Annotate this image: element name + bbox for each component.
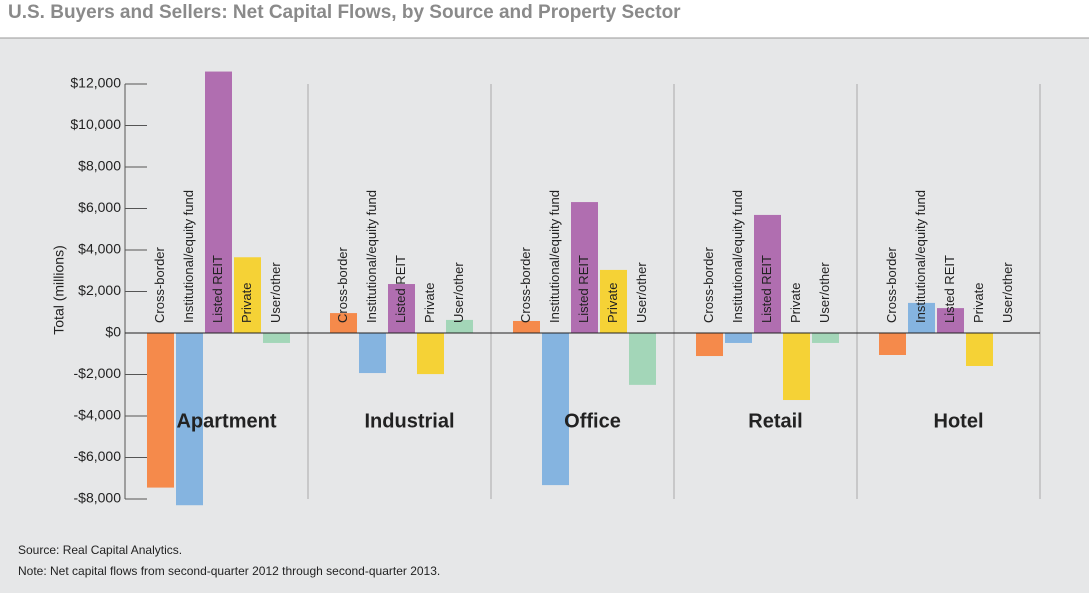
y-tick-label: $8,000 <box>78 158 121 174</box>
bar-label: Listed REIT <box>210 255 225 323</box>
bar <box>263 333 290 343</box>
bar <box>176 333 203 506</box>
bar-label: Private <box>239 283 254 323</box>
bar <box>725 333 752 343</box>
bar <box>754 214 781 333</box>
bar <box>359 333 386 374</box>
bar <box>879 333 906 355</box>
y-axis-label: Total (millions) <box>51 245 67 334</box>
bar <box>234 257 261 333</box>
category-label: Retail <box>748 410 802 432</box>
category-label: Hotel <box>934 410 984 432</box>
source-note: Source: Real Capital Analytics. <box>18 543 182 557</box>
bar <box>330 313 357 333</box>
bar-label: Listed REIT <box>942 255 957 323</box>
bar <box>147 333 174 488</box>
bar-label: Private <box>971 283 986 323</box>
bar-label: Institutional/equity fund <box>730 190 745 323</box>
bar-label: Listed REIT <box>393 255 408 323</box>
bar <box>417 333 444 375</box>
y-tick-label: $0 <box>105 324 121 340</box>
bar-label: Listed REIT <box>576 255 591 323</box>
bar <box>571 202 598 333</box>
bar-label: Institutional/equity fund <box>364 190 379 323</box>
bar <box>908 302 935 333</box>
bar-label: User/other <box>634 262 649 323</box>
y-tick-label: -$4,000 <box>74 407 122 423</box>
bar-label: User/other <box>268 262 283 323</box>
bar-label: Private <box>422 283 437 323</box>
bar-label: Cross-border <box>701 246 716 323</box>
bar <box>446 319 473 333</box>
y-tick-label: $12,000 <box>70 75 121 91</box>
bar <box>205 71 232 334</box>
note: Note: Net capital flows from second-quar… <box>18 564 440 578</box>
bar <box>542 333 569 486</box>
bar-label: Cross-border <box>884 246 899 323</box>
bar-label: User/other <box>817 262 832 323</box>
bar <box>966 333 993 366</box>
bar <box>600 269 627 333</box>
bar-label: Private <box>605 283 620 323</box>
bar-label: Institutional/equity fund <box>547 190 562 323</box>
y-tick-label: $4,000 <box>78 241 121 257</box>
y-tick-label: $10,000 <box>70 116 121 132</box>
bar-label: User/other <box>1000 262 1015 323</box>
y-tick-label: $6,000 <box>78 199 121 215</box>
y-tick-label: $2,000 <box>78 282 121 298</box>
bar-label: Institutional/equity fund <box>913 190 928 323</box>
bar <box>513 320 540 333</box>
category-label: Office <box>564 410 621 432</box>
bar <box>388 284 415 333</box>
bar <box>812 333 839 343</box>
bar <box>629 333 656 385</box>
bar-label: Listed REIT <box>759 255 774 323</box>
bar-label: Cross-border <box>152 246 167 323</box>
bar <box>696 333 723 357</box>
chart-title: U.S. Buyers and Sellers: Net Capital Flo… <box>8 2 681 23</box>
bar-label: Private <box>788 283 803 323</box>
bar-label: Cross-border <box>518 246 533 323</box>
bar-label: Cross-border <box>335 246 350 323</box>
y-tick-label: -$2,000 <box>74 365 122 381</box>
y-tick-label: -$8,000 <box>74 490 122 506</box>
bar-label: User/other <box>451 262 466 323</box>
bar-label: Institutional/equity fund <box>181 190 196 323</box>
y-tick-label: -$6,000 <box>74 448 122 464</box>
category-label: Industrial <box>364 410 454 432</box>
category-label: Apartment <box>176 410 276 432</box>
bar <box>937 308 964 333</box>
bar <box>783 333 810 401</box>
